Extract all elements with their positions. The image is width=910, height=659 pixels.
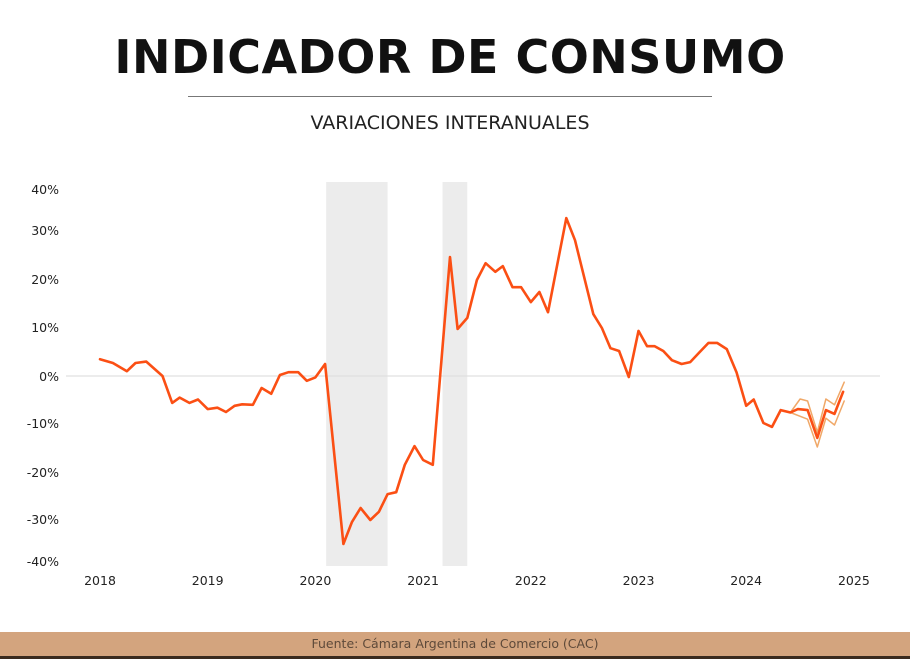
y-tick-label: 30% bbox=[31, 223, 59, 238]
x-tick-label: 2019 bbox=[192, 573, 224, 588]
y-tick-label: -30% bbox=[27, 512, 59, 527]
y-tick-label: 20% bbox=[31, 272, 59, 287]
shaded-period bbox=[326, 182, 388, 566]
y-tick-label: 10% bbox=[31, 320, 59, 335]
x-tick-label: 2024 bbox=[730, 573, 762, 588]
series-line-lower bbox=[789, 400, 845, 448]
title-divider bbox=[188, 96, 712, 97]
y-tick-label: -40% bbox=[27, 554, 59, 569]
source-footer: Fuente: Cámara Argentina de Comercio (CA… bbox=[0, 632, 910, 659]
y-tick-label: 40% bbox=[31, 182, 59, 197]
source-text: Fuente: Cámara Argentina de Comercio (CA… bbox=[311, 636, 599, 651]
y-tick-label: 0% bbox=[39, 369, 59, 384]
x-tick-label: 2025 bbox=[838, 573, 870, 588]
chart-subtitle: VARIACIONES INTERANUALES bbox=[310, 112, 590, 134]
x-tick-label: 2022 bbox=[515, 573, 547, 588]
chart-title: INDICADOR DE CONSUMO bbox=[114, 30, 786, 84]
shaded-period bbox=[442, 182, 468, 566]
x-tick-label: 2018 bbox=[84, 573, 116, 588]
series-line-main bbox=[98, 216, 845, 546]
x-tick-label: 2021 bbox=[407, 573, 439, 588]
series-line-upper bbox=[789, 381, 845, 433]
x-tick-label: 2020 bbox=[299, 573, 331, 588]
line-chart: 40% 30% 20% 10% 0% -10% -20% -30% -40% 2018 2019 2… bbox=[27, 182, 880, 588]
x-tick-label: 2023 bbox=[623, 573, 655, 588]
y-tick-label: -10% bbox=[27, 416, 59, 431]
y-tick-label: -20% bbox=[27, 465, 59, 480]
